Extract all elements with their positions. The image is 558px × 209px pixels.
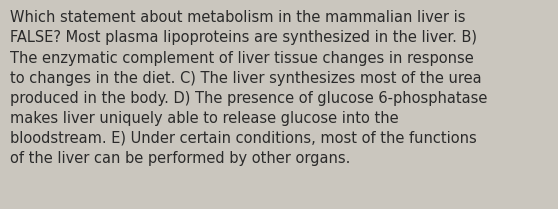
Text: Which statement about metabolism in the mammalian liver is
FALSE? Most plasma li: Which statement about metabolism in the … <box>10 10 488 166</box>
